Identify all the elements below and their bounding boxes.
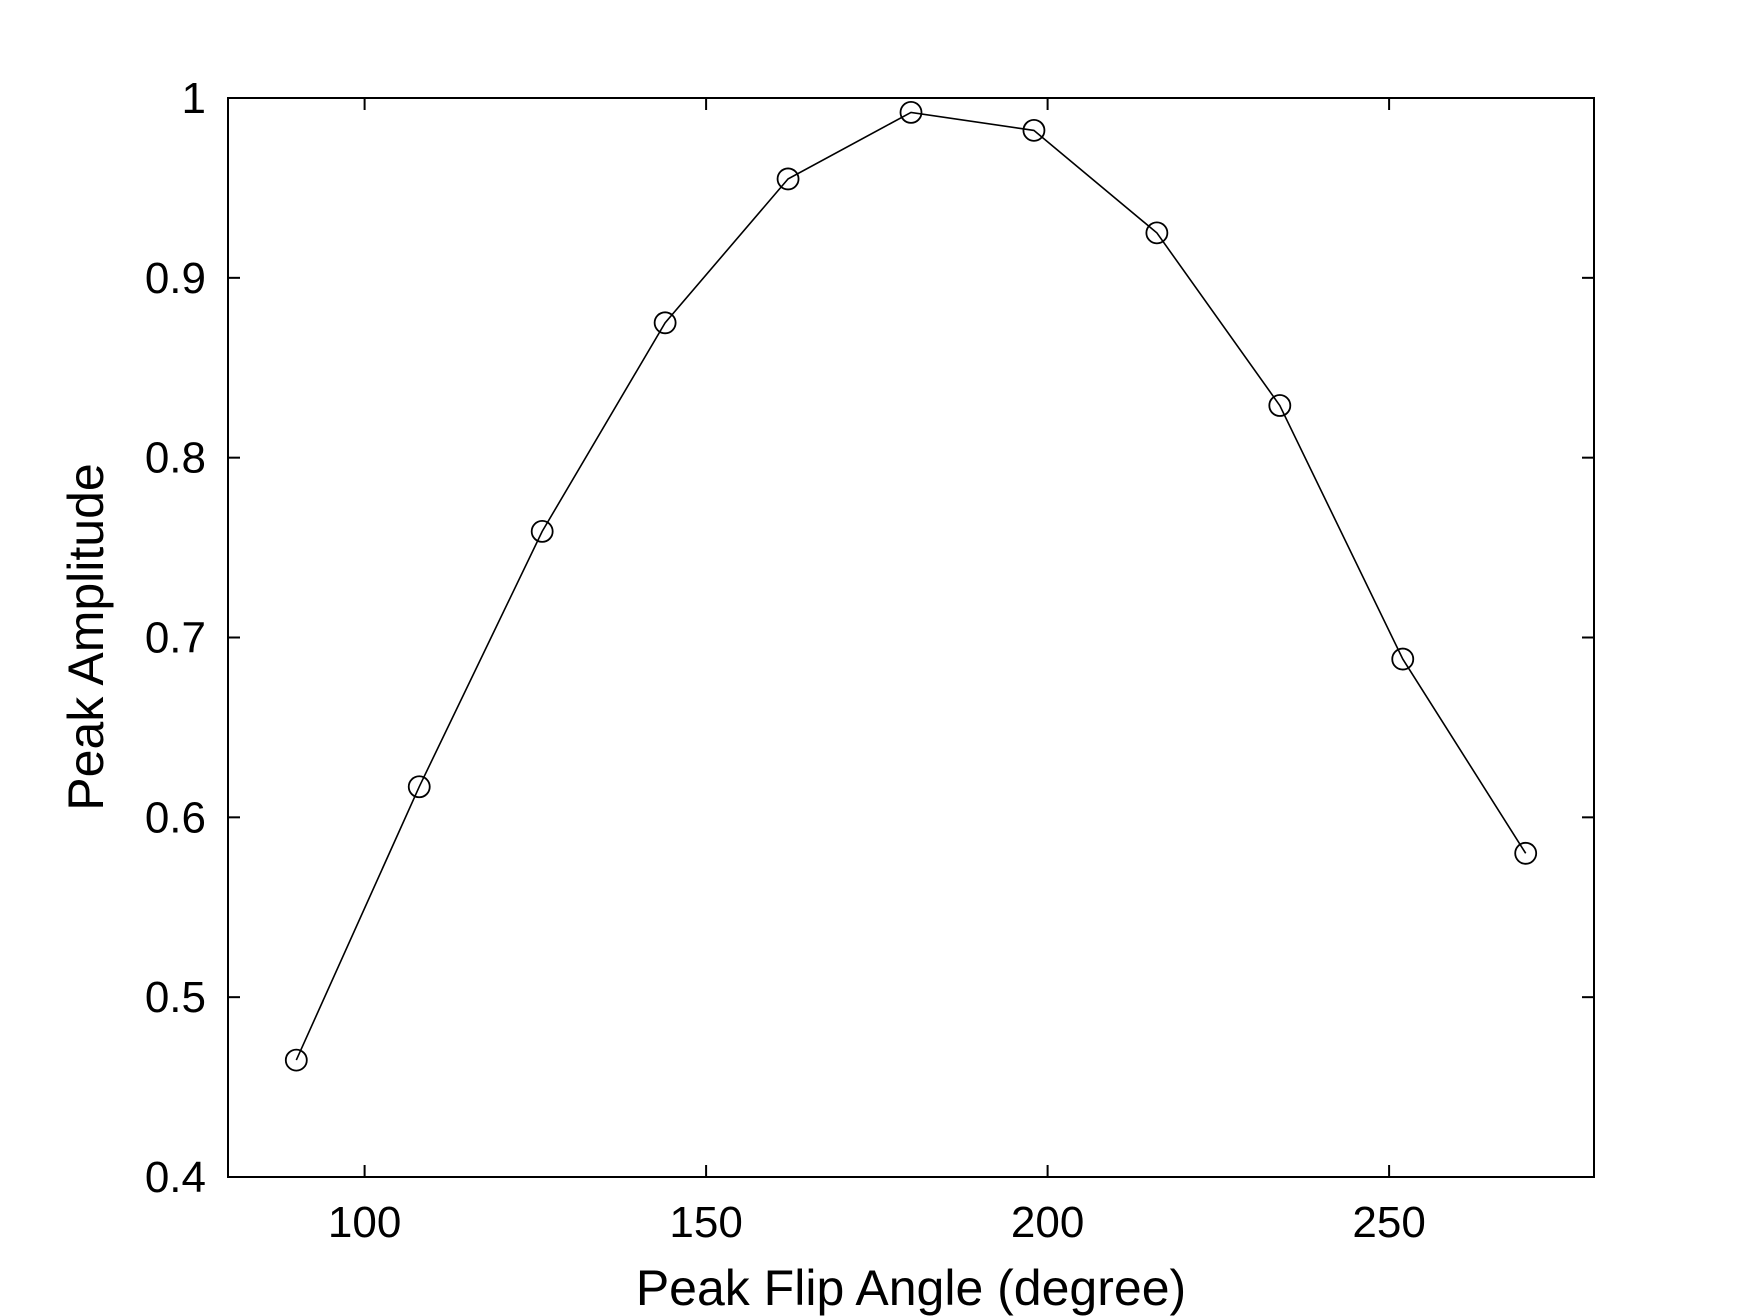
tick-labels: 100 150 200 250 0.4 0.5 0.6 0.7 0.8 0.9 1 [145, 74, 1426, 1247]
data-point-marker [407, 775, 431, 799]
data-point-marker [653, 311, 677, 335]
series-layer [284, 100, 1538, 1072]
data-point-marker [1268, 394, 1292, 417]
x-axis-label: Peak Flip Angle (degree) [636, 1260, 1186, 1316]
series-line [295, 111, 1527, 1061]
x-tick-label: 100 [328, 1198, 401, 1247]
y-tick-label: 0.6 [145, 793, 206, 842]
data-point-marker [1514, 841, 1538, 865]
y-tick-label: 0.5 [145, 973, 206, 1022]
x-tick-label: 200 [1011, 1198, 1084, 1247]
data-point-marker [284, 1048, 308, 1072]
y-tick-label: 0.9 [145, 254, 206, 303]
y-axis-label: Peak Amplitude [58, 463, 114, 810]
x-tick-label: 150 [669, 1198, 742, 1247]
y-tick-label: 0.4 [145, 1153, 206, 1202]
plot-area [228, 98, 1594, 1177]
data-point-marker [1022, 118, 1046, 142]
y-tick-label: 0.8 [145, 434, 206, 483]
axes-frame [227, 97, 1595, 1178]
y-tick-label: 0.7 [145, 614, 206, 663]
data-point-marker [899, 100, 923, 124]
data-point-marker [530, 519, 554, 543]
y-tick-label: 1 [182, 74, 206, 123]
data-point-marker [776, 167, 800, 191]
data-point-marker [1145, 221, 1169, 245]
data-point-marker [1391, 647, 1415, 671]
x-tick-label: 250 [1352, 1198, 1425, 1247]
